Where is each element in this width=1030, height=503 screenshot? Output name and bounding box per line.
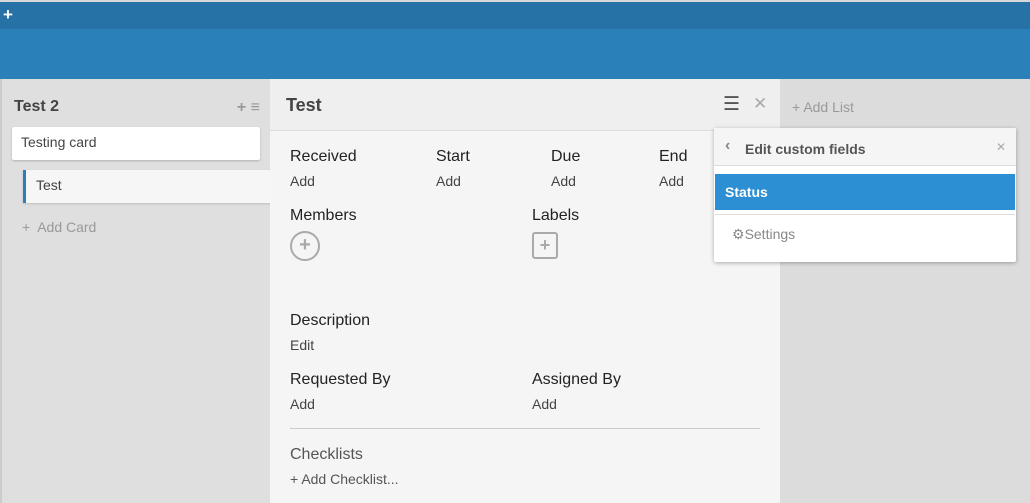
labels-label: Labels: [532, 207, 580, 224]
due-add[interactable]: Add: [551, 173, 576, 189]
board-header: [0, 29, 1030, 79]
settings-button[interactable]: ⚙Settings: [732, 226, 796, 242]
divider: [290, 428, 760, 429]
end-add[interactable]: Add: [659, 173, 684, 189]
assigned-by-label: Assigned By: [532, 371, 621, 388]
description-label: Description: [290, 312, 371, 329]
members-label: Members: [290, 207, 357, 224]
add-list-button[interactable]: + Add List: [792, 99, 854, 115]
requested-by-add[interactable]: Add: [290, 396, 315, 412]
received-label: Received: [290, 148, 357, 165]
divider: [715, 214, 1015, 215]
received-add[interactable]: Add: [290, 173, 315, 189]
start-add[interactable]: Add: [436, 173, 461, 189]
plus-icon: +: [290, 471, 299, 487]
close-icon[interactable]: ✕: [753, 94, 768, 113]
add-label-button[interactable]: +: [532, 232, 558, 259]
popup-title: Edit custom fields: [745, 141, 866, 157]
description-edit[interactable]: Edit: [290, 337, 315, 353]
start-label: Start: [436, 148, 470, 165]
add-card-icon[interactable]: +: [236, 99, 247, 116]
list-menu-icon[interactable]: ≡: [250, 99, 260, 116]
assigned-by-add[interactable]: Add: [532, 396, 557, 412]
gear-icon: ⚙: [732, 226, 745, 242]
edit-custom-fields-popup: ‹ Edit custom fields ✕ Status ⚙Settings: [714, 128, 1016, 262]
end-label: End: [659, 148, 688, 165]
plus-icon: +: [792, 99, 801, 115]
chevron-left-icon[interactable]: ‹: [725, 137, 731, 154]
card-testing-card[interactable]: Testing card: [12, 127, 260, 160]
hamburger-menu-icon[interactable]: ☰: [723, 94, 741, 115]
list-title: Test 2: [14, 98, 60, 115]
requested-by-label: Requested By: [290, 371, 391, 388]
card-details: Test ☰ ✕ Received Add Start Add Due Add …: [270, 79, 780, 503]
add-card-button[interactable]: + Add Card: [22, 219, 97, 235]
add-board-icon[interactable]: +: [3, 5, 13, 24]
plus-icon: +: [22, 219, 31, 235]
list-test-2: Test 2 + ≡ Testing card Test + Add Card: [0, 79, 272, 503]
checklists-label: Checklists: [290, 446, 363, 463]
add-member-button[interactable]: +: [290, 231, 320, 261]
add-checklist-button[interactable]: + Add Checklist...: [290, 471, 399, 487]
top-bar: +: [0, 0, 1030, 29]
card-title[interactable]: Test: [286, 95, 322, 115]
card-test[interactable]: Test: [23, 170, 272, 203]
close-icon[interactable]: ✕: [995, 140, 1006, 154]
due-label: Due: [551, 148, 581, 165]
custom-field-status[interactable]: Status: [715, 174, 1015, 210]
